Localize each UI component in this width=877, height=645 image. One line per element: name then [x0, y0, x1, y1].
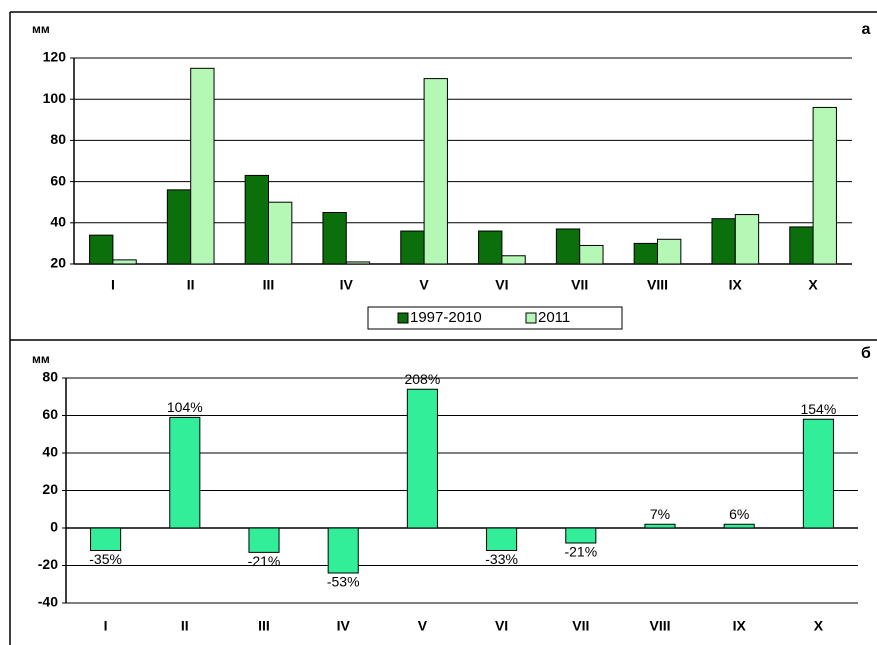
bar: [169, 416, 201, 529]
y-tick-label: 0: [50, 519, 58, 535]
bar: [190, 67, 215, 265]
y-tick-label: 80: [42, 369, 58, 385]
bar: [345, 261, 371, 265]
bar: [657, 238, 682, 265]
y-tick-label: -20: [38, 556, 58, 572]
x-tick-label: VII: [571, 277, 588, 293]
bar: [248, 527, 280, 553]
panel-label: а: [862, 21, 871, 38]
x-tick-label: IX: [733, 618, 747, 634]
value-label: -53%: [327, 574, 360, 590]
legend-box: [367, 306, 623, 330]
y-tick-label: 20: [50, 255, 66, 271]
bar: [486, 527, 518, 551]
x-tick-label: VII: [572, 618, 589, 634]
bar: [423, 78, 448, 265]
x-tick-label: VIII: [649, 618, 670, 634]
x-tick-label: X: [808, 277, 818, 293]
y-tick-label: 80: [50, 131, 66, 147]
value-label: -35%: [89, 551, 122, 567]
x-tick-label: IX: [729, 277, 743, 293]
bar: [112, 259, 137, 265]
x-tick-label: I: [104, 618, 108, 634]
value-label: -21%: [248, 553, 281, 569]
x-tick-label: III: [258, 618, 270, 634]
legend-label: 1997-2010: [410, 309, 482, 326]
bar: [789, 226, 814, 265]
bar: [406, 388, 438, 529]
x-tick-label: VI: [495, 277, 508, 293]
y-tick-label: -40: [38, 594, 58, 610]
y-tick-label: 120: [43, 49, 67, 65]
legend-swatch: [397, 312, 409, 324]
bar: [812, 106, 837, 265]
bar: [400, 230, 425, 265]
bar: [90, 527, 122, 551]
bar: [565, 527, 597, 544]
panel-label: б: [861, 345, 871, 362]
y-tick-label: 60: [42, 406, 58, 422]
x-tick-label: V: [418, 618, 428, 634]
bar: [802, 418, 834, 529]
value-label: 154%: [800, 401, 836, 417]
bar: [268, 201, 293, 265]
value-label: 104%: [167, 399, 203, 415]
x-tick-label: IV: [340, 277, 354, 293]
value-label: -33%: [485, 551, 518, 567]
x-tick-label: I: [111, 277, 115, 293]
bar: [322, 212, 347, 265]
value-label: 7%: [650, 506, 670, 522]
legend-label: 2011: [538, 309, 570, 326]
bar: [579, 244, 604, 265]
bar: [711, 218, 736, 265]
bar: [166, 189, 192, 265]
x-tick-label: II: [187, 277, 195, 293]
bar: [478, 230, 503, 265]
x-tick-label: II: [181, 618, 189, 634]
y-tick-label: 60: [50, 172, 66, 188]
y-axis-label: мм: [32, 22, 50, 36]
y-tick-label: 40: [42, 444, 58, 460]
value-label: -21%: [564, 544, 597, 560]
x-tick-label: VI: [495, 618, 508, 634]
x-tick-label: V: [419, 277, 429, 293]
bar: [633, 242, 658, 265]
bar: [89, 234, 114, 265]
bar: [734, 214, 760, 265]
bar: [644, 523, 676, 529]
y-axis-label: мм: [32, 352, 50, 366]
bar: [555, 228, 581, 265]
value-label: 6%: [729, 506, 749, 522]
bar: [723, 523, 755, 529]
x-tick-label: VIII: [647, 277, 668, 293]
x-tick-label: IV: [337, 618, 351, 634]
legend-swatch: [525, 312, 537, 324]
y-tick-label: 20: [42, 481, 58, 497]
value-label: 208%: [404, 371, 440, 387]
bar: [244, 174, 270, 265]
x-tick-label: X: [814, 618, 824, 634]
x-tick-label: III: [263, 277, 275, 293]
y-tick-label: 40: [50, 214, 66, 230]
bar: [327, 527, 359, 574]
y-tick-label: 100: [43, 90, 67, 106]
bar: [501, 255, 526, 265]
